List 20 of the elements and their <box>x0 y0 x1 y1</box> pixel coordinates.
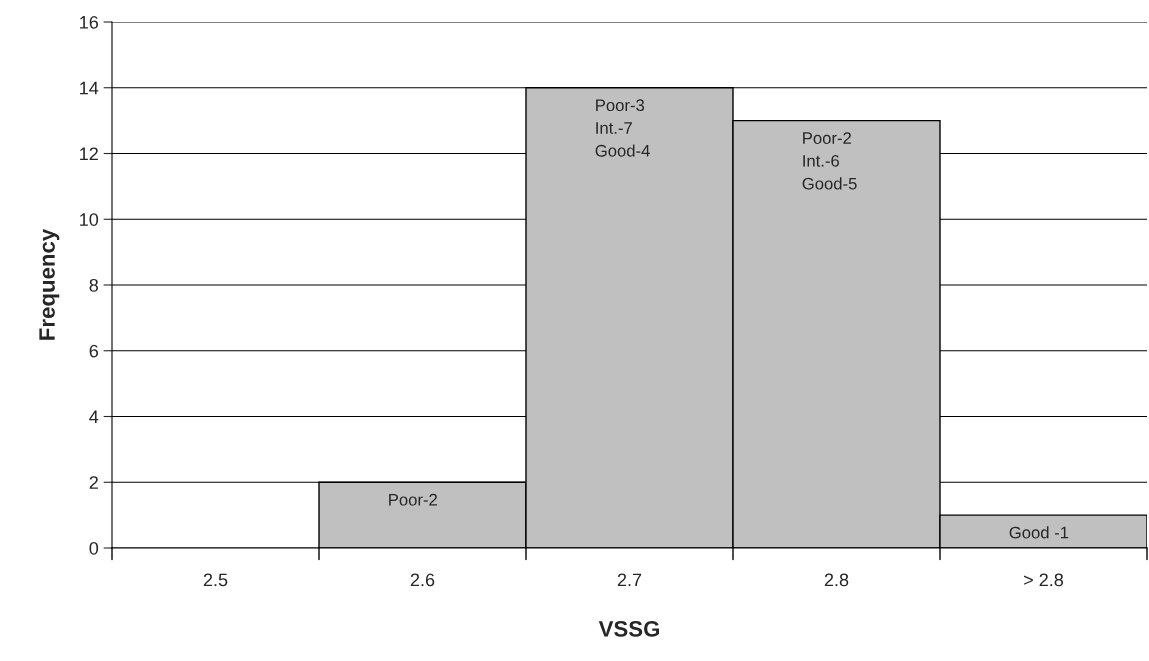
y-axis-title: Frequency <box>39 228 60 340</box>
x-axis-title: VSSG <box>598 620 659 637</box>
annotation: Poor-2 <box>389 493 437 506</box>
x-tick-label: 2.8 <box>824 573 849 587</box>
annotation: Good -1 <box>1009 526 1069 539</box>
y-tick-label: 14 <box>80 81 99 95</box>
y-tick-label: 2 <box>89 476 98 489</box>
x-tick-label: 2.7 <box>617 573 642 587</box>
y-tick-label: 6 <box>89 344 99 358</box>
y-tick-label: 0 <box>89 541 99 555</box>
x-tick-label: 2.5 <box>203 573 228 587</box>
x-tick-label: 2.6 <box>410 573 435 587</box>
x-tick-label: > 2.8 <box>1024 573 1064 587</box>
y-tick-label: 12 <box>80 147 98 161</box>
annotation: Poor-2 Int.-6 Good-5 <box>802 132 857 190</box>
y-tick-label: 8 <box>89 278 99 292</box>
annotation: Poor-3 Int.-7 Good-4 <box>595 99 650 157</box>
y-tick-label: 16 <box>80 15 99 29</box>
y-tick-label: 10 <box>80 213 99 226</box>
y-tick-label: 4 <box>89 410 99 424</box>
